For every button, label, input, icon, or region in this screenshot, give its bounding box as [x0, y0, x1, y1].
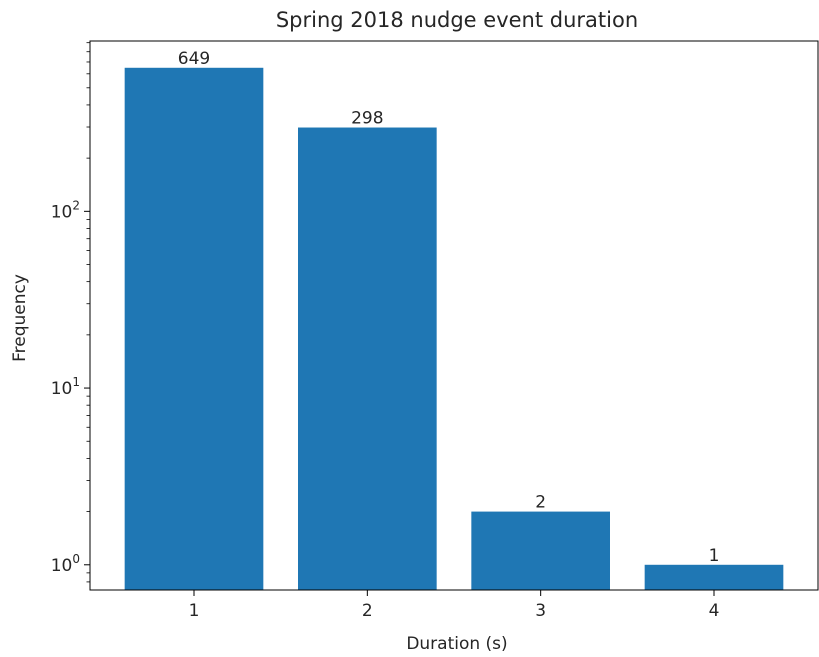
bar-value-label: 649	[178, 49, 210, 69]
y-tick-label: 101	[51, 375, 80, 399]
bar-4	[644, 564, 784, 590]
y-tick-label: 102	[51, 198, 80, 222]
bar-value-label: 298	[351, 109, 383, 129]
bar-2	[298, 127, 437, 591]
x-tick-label: 1	[189, 601, 200, 621]
chart-title: Spring 2018 nudge event duration	[276, 8, 638, 32]
x-tick-label: 2	[362, 601, 373, 621]
y-axis-ticks: 100 101 102	[51, 42, 90, 583]
y-tick-label: 100	[51, 552, 80, 576]
plot-frame	[89, 40, 819, 591]
x-axis-ticks: 1 2 3 4	[189, 590, 720, 621]
bar-1	[124, 67, 264, 590]
x-tick-label: 3	[535, 601, 546, 621]
bars-group	[124, 67, 784, 591]
bar-labels-group: 649 298 2 1	[178, 49, 720, 566]
x-axis-label: Duration (s)	[406, 634, 507, 654]
bar-value-label: 1	[709, 546, 720, 566]
bar-3	[471, 511, 610, 590]
x-tick-label: 4	[709, 601, 720, 621]
bar-value-label: 2	[535, 493, 546, 513]
y-axis-label: Frequency	[10, 274, 30, 362]
